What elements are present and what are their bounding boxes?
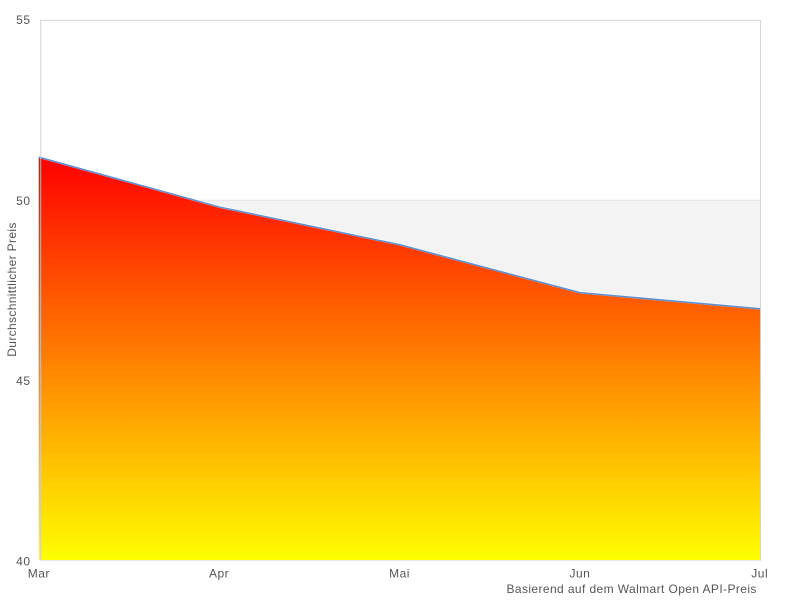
svg-text:Jun: Jun [569,567,590,581]
svg-text:Mar: Mar [28,567,50,581]
svg-text:45: 45 [16,374,30,388]
svg-text:Jul: Jul [751,567,768,581]
svg-text:Mai: Mai [389,567,410,581]
svg-text:40: 40 [16,554,30,568]
svg-text:50: 50 [16,194,30,208]
svg-text:55: 55 [16,13,30,27]
svg-text:Apr: Apr [209,567,229,581]
svg-text:Durchschnittlicher Preis: Durchschnittlicher Preis [5,222,19,356]
svg-text:Basierend auf dem Walmart Open: Basierend auf dem Walmart Open API-Preis [506,582,756,596]
